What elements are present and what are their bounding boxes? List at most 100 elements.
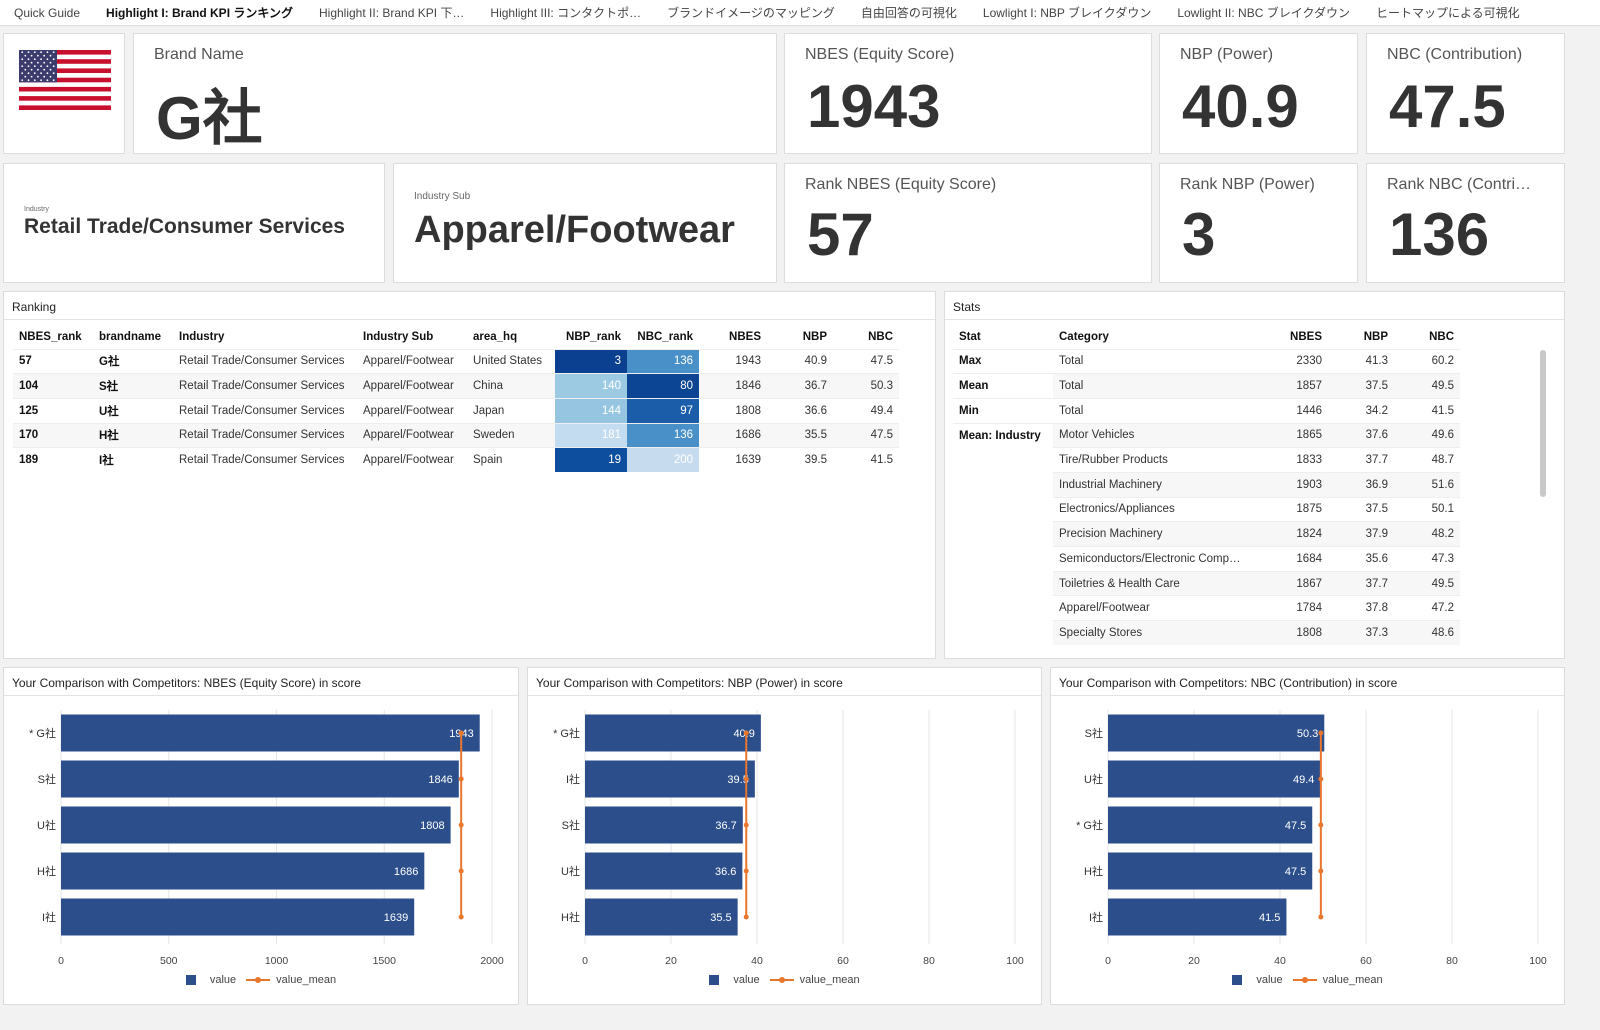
bar [61,852,425,890]
table-row[interactable]: Electronics/Appliances 1875 37.5 50.1 [953,496,1460,522]
stats-cell-nbp: 34.2 [1328,397,1394,424]
table-row[interactable]: Industrial Machinery 1903 36.9 51.6 [953,471,1460,498]
nbes-comparison-panel: Your Comparison with Competitors: NBES (… [3,667,519,1005]
category-label: H社 [1084,864,1103,878]
rank-nbp-value: 3 [1182,201,1216,268]
nbp-chart-legend: value value_mean [528,974,1041,986]
stats-scrollbar[interactable] [1540,350,1546,497]
ranking-col-header[interactable]: Industry [179,330,225,343]
tab-4[interactable]: ブランドイメージのマッピング [667,6,835,20]
stats-cell-category: Electronics/Appliances [1053,496,1258,522]
ranking-cell-nbc-rank: 80 [627,373,699,399]
table-row[interactable]: Precision Machinery 1824 37.9 48.2 [953,521,1460,547]
stats-cell-stat [953,621,1053,646]
tab-1[interactable]: Highlight I: Brand KPI ランキング [106,6,293,20]
ranking-cell-nbp-rank: 140 [555,373,627,399]
stats-cell-nbp: 37.7 [1328,570,1394,596]
bar [61,806,451,844]
ranking-col-header[interactable]: NBES [729,330,761,343]
table-row[interactable]: Toiletries & Health Care 1867 37.7 49.5 [953,570,1460,596]
x-tick-label: 1000 [265,955,289,966]
ranking-col-header[interactable]: NBP_rank [566,330,621,343]
ranking-col-header[interactable]: NBES_rank [19,330,82,343]
table-row[interactable]: 104 S社 Retail Trade/Consumer Services Appar… [13,373,899,399]
stats-col-header[interactable]: NBES [1290,330,1322,343]
tab-7[interactable]: Lowlight II: NBC ブレイクダウン [1177,6,1350,20]
table-row[interactable]: Min Total 1446 34.2 41.5 [953,397,1460,424]
table-row[interactable]: Max Total 2330 41.3 60.2 [953,348,1460,374]
legend-value-label: value [733,974,760,986]
ranking-cell-brand: U社 [93,397,173,424]
stats-cell-nbc: 48.2 [1394,521,1460,547]
table-row[interactable]: Specialty Stores 1808 37.3 48.6 [953,620,1460,646]
tab-0[interactable]: Quick Guide [14,5,81,20]
ranking-cell-sub: Apparel/Footwear [357,447,467,473]
category-label: U社 [37,818,56,832]
table-row[interactable]: Semiconductors/Electronic Comp… 1684 35.6 4… [953,546,1460,572]
tab-3[interactable]: Highlight III: コンタクトポ… [490,6,642,20]
ranking-cell-nbc: 49.4 [833,397,899,424]
nbc-label: NBC (Contribution) [1387,46,1523,63]
ranking-col-header[interactable]: NBC [868,330,893,343]
ranking-col-header[interactable]: NBP [802,330,827,343]
ranking-col-header[interactable]: brandname [99,330,161,343]
industry-label: Industry [24,206,49,213]
stats-col-header[interactable]: NBP [1363,330,1388,343]
category-label: S社 [38,772,56,786]
ranking-cell-nbes-rank: 104 [13,373,93,399]
table-row[interactable]: 189 I社 Retail Trade/Consumer Services Appar… [13,447,899,473]
stats-cell-stat [953,522,1053,547]
bar [1108,852,1313,890]
ranking-col-header[interactable]: area_hq [473,330,518,343]
industry-value: Retail Trade/Consumer Services [24,215,345,238]
x-tick-label: 500 [160,955,178,966]
ranking-cell-nbc: 47.5 [833,422,899,448]
ranking-cell-nbc: 50.3 [833,373,899,399]
table-row[interactable]: 125 U社 Retail Trade/Consumer Services Appar… [13,397,899,424]
ranking-cell-brand: S社 [93,373,173,399]
stats-col-header[interactable]: Stat [959,330,981,343]
stats-cell-stat: Mean [953,373,1053,399]
stats-col-header[interactable]: NBC [1429,330,1454,343]
mean-point [458,730,464,736]
stats-cell-nbp: 41.3 [1328,348,1394,374]
mean-point [743,730,749,736]
bar-value-label: 1686 [394,866,418,878]
category-label: * G社 [553,726,580,740]
ranking-col-header[interactable]: NBC_rank [637,330,693,343]
stats-cell-stat [953,547,1053,572]
table-row[interactable]: Tire/Rubber Products 1833 37.7 48.7 [953,447,1460,473]
table-row[interactable]: 170 H社 Retail Trade/Consumer Services Appar… [13,422,899,448]
stats-cell-nbp: 37.9 [1328,521,1394,547]
table-row[interactable]: Mean Total 1857 37.5 49.5 [953,373,1460,399]
industry-sub-card: Industry Sub Apparel/Footwear [393,163,777,283]
rank-nbc-card: Rank NBC (Contri… 136 [1366,163,1565,283]
stats-cell-nbes: 1875 [1258,496,1328,522]
x-tick-label: 80 [923,955,935,966]
stats-cell-nbes: 1824 [1258,521,1328,547]
mean-point [458,868,464,874]
table-row[interactable]: 57 G社 Retail Trade/Consumer Services Appare… [13,348,899,374]
stats-cell-category: Apparel/Footwear [1053,595,1258,621]
stats-col-header[interactable]: Category [1059,330,1109,343]
ranking-cell-nbes-rank: 57 [13,348,93,374]
ranking-cell-area: Spain [467,447,555,473]
table-row[interactable]: Mean: Industry Motor Vehicles 1865 37.6 49.6 [953,422,1460,448]
tab-6[interactable]: Lowlight I: NBP ブレイクダウン [982,6,1152,20]
ranking-col-header[interactable]: Industry Sub [363,330,434,343]
legend-mean-label: value_mean [1322,974,1383,986]
tab-8[interactable]: ヒートマップによる可視化 [1375,6,1520,20]
nbes-card: NBES (Equity Score) 1943 [784,33,1152,154]
nbp-card: NBP (Power) 40.9 [1159,33,1358,154]
stats-cell-category: Industrial Machinery [1053,471,1258,498]
bar-value-label: 41.5 [1259,912,1280,924]
bar [585,898,738,936]
ranking-cell-nbp-rank: 181 [555,422,627,448]
nbc-comparison-panel: Your Comparison with Competitors: NBC (C… [1050,667,1565,1005]
stats-cell-nbes: 2330 [1258,348,1328,374]
tab-5[interactable]: 自由回答の可視化 [860,6,957,20]
tab-2[interactable]: Highlight II: Brand KPI 下… [319,6,465,20]
ranking-cell-area: Sweden [467,422,555,448]
legend-value-label: value [1256,974,1283,986]
table-row[interactable]: Apparel/Footwear 1784 37.8 47.2 [953,595,1460,621]
